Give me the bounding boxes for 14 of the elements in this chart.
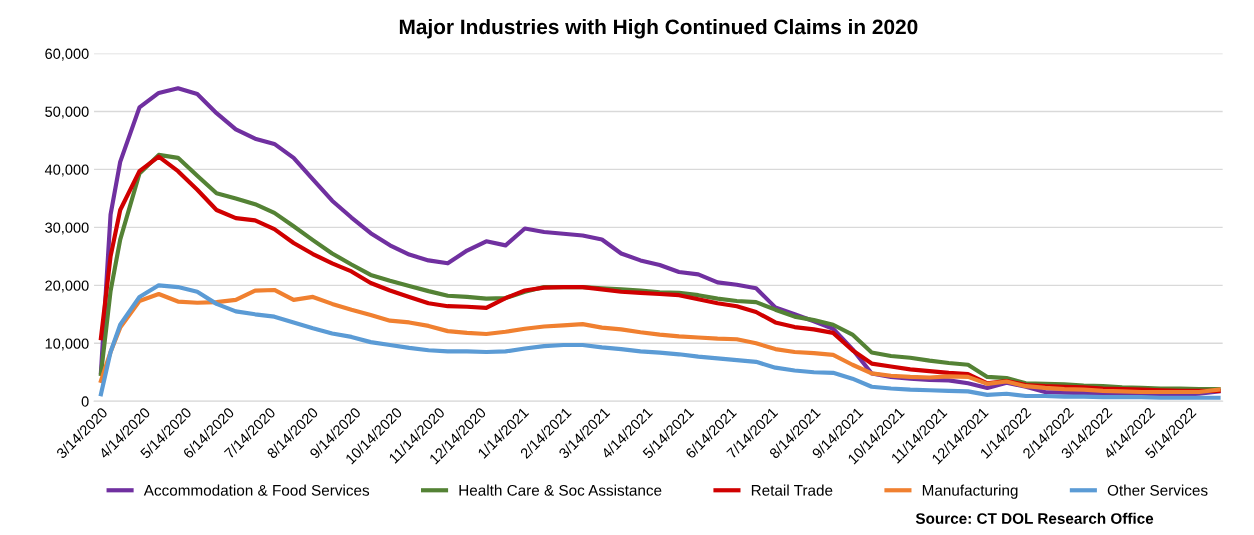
legend-label: Manufacturing (922, 484, 1018, 499)
legend-label: Health Care & Soc Assistance (459, 484, 662, 496)
y-tick-label: 40,000 (44, 164, 89, 177)
y-tick-label: 60,000 (45, 48, 89, 61)
y-tick-label: 30,000 (45, 222, 89, 235)
chart-title: Major Industries with High Continued Claims in 2020 (399, 18, 918, 39)
legend-label: Other Services (1107, 484, 1208, 496)
y-tick-label: 20,000 (45, 280, 89, 293)
source-note: Source: CT DOL Research Office (915, 512, 1154, 524)
legend-label: Retail Trade (751, 484, 833, 496)
legend-label: Accommodation & Food Services (143, 484, 370, 496)
y-tick-label: 50,000 (45, 106, 89, 119)
y-tick-label: 0 (81, 396, 89, 407)
y-tick-label: 10,000 (45, 338, 89, 351)
